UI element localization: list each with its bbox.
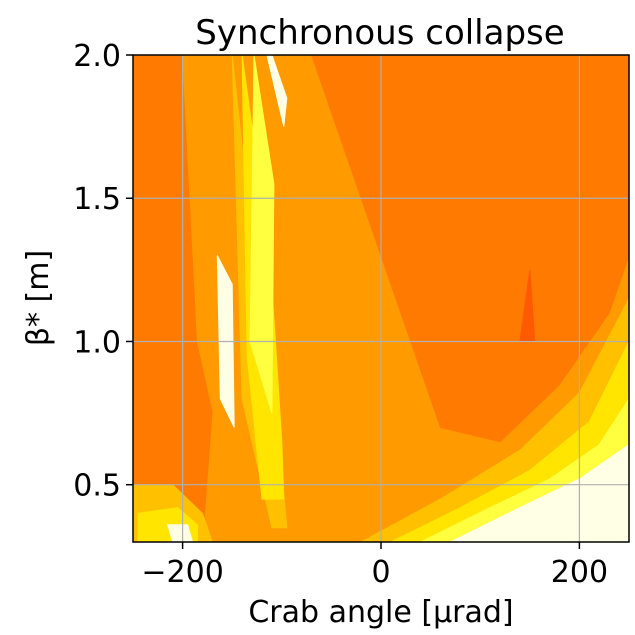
contour-region-highest xyxy=(450,443,629,542)
x-tick-label: −200 xyxy=(141,555,223,590)
plot-area xyxy=(133,55,629,542)
chart-title: Synchronous collapse xyxy=(195,13,564,53)
x-axis-label: Crab angle [μrad] xyxy=(248,595,513,630)
x-tick-label: 200 xyxy=(551,555,608,590)
contour-region-higher xyxy=(249,55,275,414)
y-tick-label: 2.0 xyxy=(73,39,121,74)
contour-region-highest xyxy=(266,55,288,127)
x-tick-label: 0 xyxy=(371,555,390,590)
contour-region-highest xyxy=(167,524,194,542)
y-tick-label: 1.5 xyxy=(73,182,121,217)
y-axis-label: β* [m] xyxy=(21,250,56,346)
y-tick-label: 1.0 xyxy=(73,325,121,360)
contour-region-low xyxy=(311,55,629,443)
y-tick-label: 0.5 xyxy=(73,469,121,504)
